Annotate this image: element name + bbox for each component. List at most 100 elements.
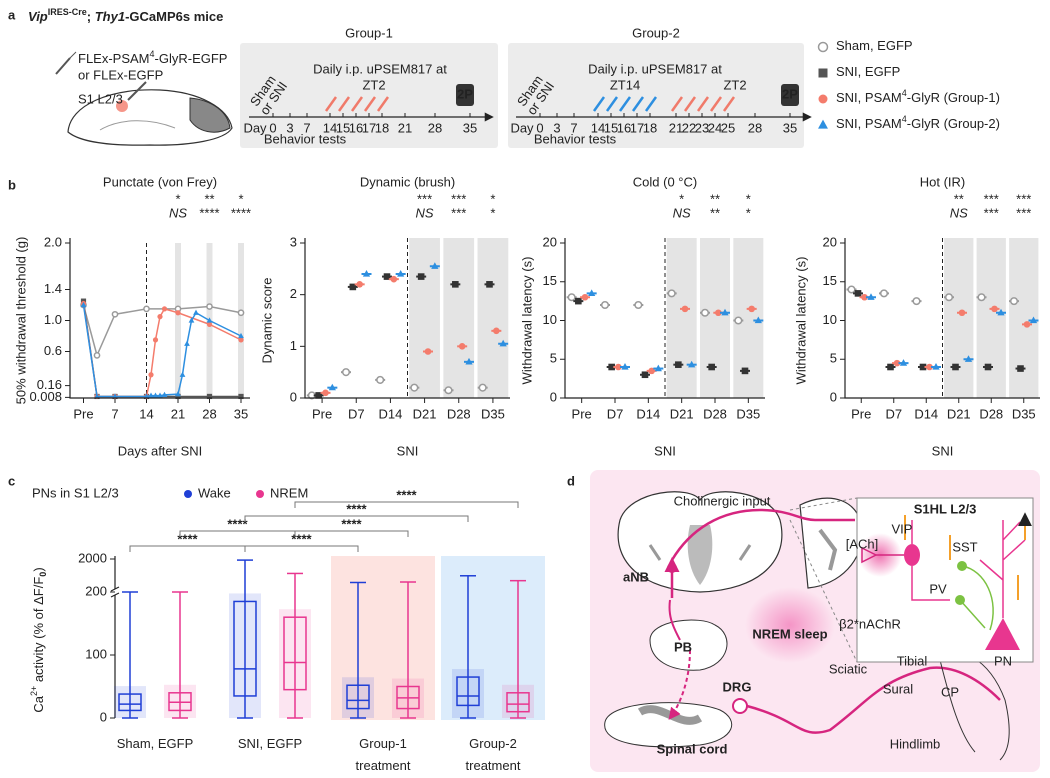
marker xyxy=(741,367,749,375)
y-tick-label: 20 xyxy=(543,234,557,249)
marker xyxy=(238,332,244,339)
marker xyxy=(152,337,159,343)
day-number: 21 xyxy=(669,120,683,135)
marker xyxy=(919,363,927,371)
x-tick-label: Pre xyxy=(572,406,592,421)
stat-label: *** xyxy=(417,191,432,206)
marker xyxy=(997,308,1005,316)
marker xyxy=(932,363,940,370)
y-tick-label: 2.0 xyxy=(44,234,62,249)
text-piece: 4 xyxy=(902,114,907,124)
x-tick-label: 35 xyxy=(234,406,248,421)
text-piece: 2+ xyxy=(29,686,39,696)
marker xyxy=(431,262,439,269)
diagram-label: PV xyxy=(929,581,947,596)
marker xyxy=(458,343,466,350)
x-tick-label: Pre xyxy=(312,406,332,421)
marker xyxy=(206,303,213,310)
marker xyxy=(641,371,649,379)
marker xyxy=(867,293,875,300)
injection-text: Daily i.p. uPSEM817 at xyxy=(588,61,722,76)
zt-label: ZT2 xyxy=(723,77,746,92)
syringe-icon xyxy=(722,96,736,112)
comparison-bracket xyxy=(244,545,359,552)
x-tick-label: D14 xyxy=(378,406,402,421)
marker xyxy=(238,337,244,343)
y-tick-label: 200 xyxy=(85,583,107,598)
marker xyxy=(143,305,150,313)
diagram-label: [ACh] xyxy=(846,536,879,551)
marker xyxy=(818,119,828,129)
stat-label: ** xyxy=(204,191,214,206)
axes xyxy=(844,238,1040,399)
stat-label: **** xyxy=(177,531,198,546)
marker xyxy=(708,363,715,371)
diagram-label: Cholinergic input xyxy=(674,493,771,508)
y-tick-label: 5 xyxy=(830,351,837,366)
x-tick-label: D28 xyxy=(979,406,1003,421)
diagram-label: CP xyxy=(941,684,959,699)
day-number: 0 xyxy=(536,120,543,135)
stat-label: NS xyxy=(673,205,691,220)
day-number: 3 xyxy=(553,120,560,135)
marker xyxy=(818,68,828,78)
marker xyxy=(912,297,921,306)
imaging-icon xyxy=(781,84,799,106)
stat-label: *** xyxy=(1016,205,1031,220)
stat-label: ** xyxy=(710,191,720,206)
text-piece: Sham, EGFP xyxy=(117,736,194,751)
marker xyxy=(111,310,119,318)
legend-title: PNs in S1 L2/3 xyxy=(32,485,119,500)
legend-dot xyxy=(256,490,264,498)
diagram-label: β2*nAChR xyxy=(839,616,901,631)
marker xyxy=(157,314,163,320)
marker xyxy=(615,363,622,371)
tests-label: Behavior tests xyxy=(534,131,617,146)
marker xyxy=(899,359,908,366)
syringe-icon xyxy=(605,96,619,112)
text-piece: Sham, EGFP xyxy=(836,38,913,53)
diagram-label: SST xyxy=(952,539,977,554)
imaging-label: 2P xyxy=(457,86,473,101)
marker xyxy=(748,305,755,313)
y-tick-label: 100 xyxy=(85,646,107,661)
diagram-label: Tibial xyxy=(897,653,928,668)
x-tick-label: Pre xyxy=(73,406,93,421)
marker xyxy=(648,367,655,375)
day-number: 24 xyxy=(708,120,722,135)
marker xyxy=(984,363,992,371)
marker xyxy=(1029,316,1038,324)
panel-label: c xyxy=(8,473,15,488)
axes xyxy=(69,238,250,399)
marker xyxy=(817,41,829,53)
diagram-label: Spinal cord xyxy=(657,741,728,756)
axes xyxy=(304,238,510,399)
x-tick-label: D35 xyxy=(481,406,505,421)
marker xyxy=(417,273,425,280)
stat-label: NS xyxy=(169,205,187,220)
group-title: Group-2 xyxy=(632,25,680,40)
marker xyxy=(861,293,868,301)
x-tick-label: D35 xyxy=(736,406,760,421)
text-piece: Ca xyxy=(31,695,46,712)
site-label: S1 L2/3 xyxy=(78,91,123,106)
marker xyxy=(112,393,118,399)
tests-label: Behavior tests xyxy=(264,131,347,146)
marker xyxy=(383,273,391,280)
text-piece: SNI, EGFP xyxy=(238,736,302,751)
comparison-bracket xyxy=(129,545,246,552)
marker xyxy=(424,348,432,355)
marker xyxy=(322,389,329,397)
marker xyxy=(847,285,856,294)
day-number: 35 xyxy=(783,120,797,135)
text-piece: SNI, PSAM xyxy=(836,116,902,131)
marker xyxy=(478,383,487,392)
x-tick-label: D14 xyxy=(914,406,938,421)
day-number: 7 xyxy=(570,120,577,135)
day-number: 0 xyxy=(269,120,276,135)
text-piece: SNI, PSAM xyxy=(836,90,902,105)
stat-label: NS xyxy=(416,205,434,220)
virus-text: or FLEx-EGFP xyxy=(78,67,163,82)
stat-label: **** xyxy=(291,531,312,546)
diagram-label: DRG xyxy=(723,679,752,694)
